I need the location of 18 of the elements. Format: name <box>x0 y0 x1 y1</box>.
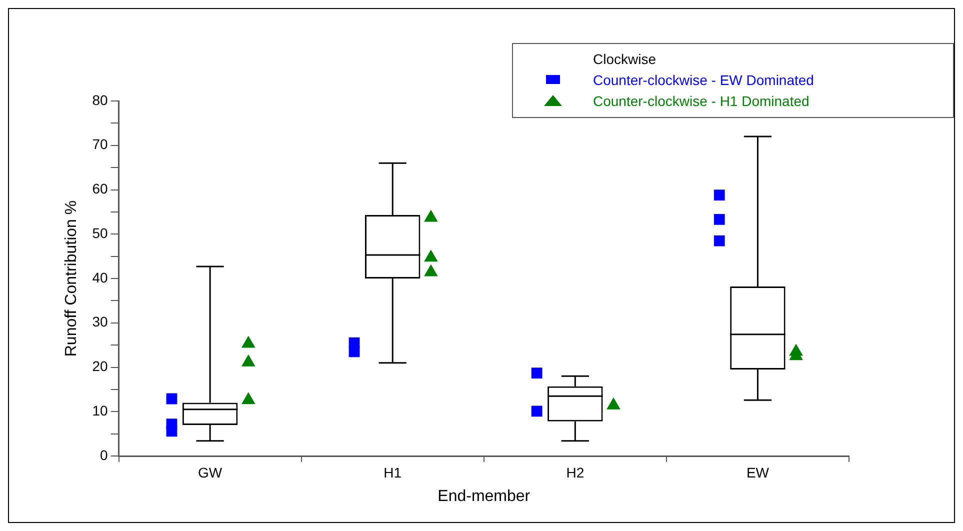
y-tick-label: 50 <box>92 224 108 241</box>
y-tick-label: 70 <box>92 136 108 152</box>
y-axis-title: Runoff Contribution % <box>63 200 80 357</box>
y-tick-label: 0 <box>100 446 108 463</box>
x-tick-label: GW <box>198 464 223 480</box>
text: Clockwise <box>593 50 656 66</box>
y-tick-label: 80 <box>92 92 108 108</box>
y-tick-label: 30 <box>92 314 108 330</box>
x-tick-label: EW <box>746 464 770 480</box>
x-axis-title: End-member <box>438 488 531 505</box>
legend-label: Counter-clockwise - H1 Dominated <box>593 92 810 108</box>
x-tick-label: H1 <box>384 464 402 480</box>
y-tick-label: 10 <box>92 402 108 418</box>
legend-label: Counter-clockwise - EW Dominated <box>593 72 814 88</box>
y-tick-label: 60 <box>92 180 108 197</box>
y-tick-label: 40 <box>92 269 108 286</box>
x-tick-label: H2 <box>566 464 584 480</box>
y-tick-label: 20 <box>92 358 108 374</box>
